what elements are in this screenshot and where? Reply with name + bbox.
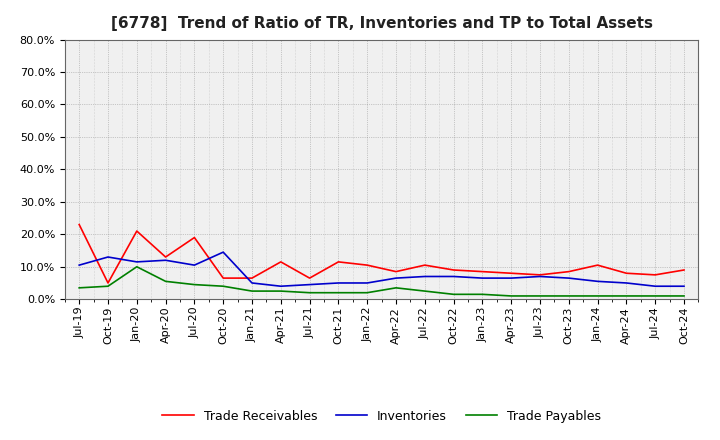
Trade Payables (449, 292, 458, 297)
Trade Receivables (507, 271, 516, 276)
Trade Payables (248, 289, 256, 294)
Trade Payables (507, 293, 516, 299)
Inventories (622, 280, 631, 286)
Trade Receivables (219, 275, 228, 281)
Inventories (276, 284, 285, 289)
Trade Payables (219, 284, 228, 289)
Trade Payables (420, 289, 429, 294)
Trade Payables (190, 282, 199, 287)
Trade Payables (104, 284, 112, 289)
Inventories (363, 280, 372, 286)
Trade Payables (651, 293, 660, 299)
Trade Payables (334, 290, 343, 295)
Inventories (190, 263, 199, 268)
Line: Trade Receivables: Trade Receivables (79, 224, 684, 283)
Trade Receivables (536, 272, 544, 278)
Inventories (392, 275, 400, 281)
Trade Receivables (680, 268, 688, 273)
Trade Payables (276, 289, 285, 294)
Trade Payables (132, 264, 141, 269)
Trade Receivables (420, 263, 429, 268)
Trade Receivables (75, 222, 84, 227)
Line: Inventories: Inventories (79, 252, 684, 286)
Trade Receivables (190, 235, 199, 240)
Trade Receivables (622, 271, 631, 276)
Inventories (219, 249, 228, 255)
Inventories (334, 280, 343, 286)
Title: [6778]  Trend of Ratio of TR, Inventories and TP to Total Assets: [6778] Trend of Ratio of TR, Inventories… (111, 16, 652, 32)
Trade Receivables (132, 228, 141, 234)
Trade Receivables (248, 275, 256, 281)
Inventories (104, 254, 112, 260)
Inventories (564, 275, 573, 281)
Trade Payables (593, 293, 602, 299)
Inventories (248, 280, 256, 286)
Trade Payables (536, 293, 544, 299)
Inventories (478, 275, 487, 281)
Trade Payables (478, 292, 487, 297)
Inventories (161, 258, 170, 263)
Trade Receivables (564, 269, 573, 274)
Inventories (132, 259, 141, 264)
Trade Payables (305, 290, 314, 295)
Trade Payables (75, 285, 84, 290)
Inventories (449, 274, 458, 279)
Legend: Trade Receivables, Inventories, Trade Payables: Trade Receivables, Inventories, Trade Pa… (157, 405, 606, 428)
Trade Receivables (593, 263, 602, 268)
Inventories (75, 263, 84, 268)
Inventories (651, 284, 660, 289)
Trade Receivables (104, 280, 112, 286)
Trade Receivables (334, 259, 343, 264)
Trade Receivables (392, 269, 400, 274)
Trade Payables (392, 285, 400, 290)
Trade Receivables (651, 272, 660, 278)
Trade Receivables (478, 269, 487, 274)
Trade Receivables (363, 263, 372, 268)
Trade Payables (680, 293, 688, 299)
Inventories (420, 274, 429, 279)
Inventories (593, 279, 602, 284)
Trade Payables (622, 293, 631, 299)
Trade Receivables (449, 268, 458, 273)
Inventories (680, 284, 688, 289)
Line: Trade Payables: Trade Payables (79, 267, 684, 296)
Inventories (536, 274, 544, 279)
Trade Receivables (161, 254, 170, 260)
Trade Payables (564, 293, 573, 299)
Inventories (305, 282, 314, 287)
Inventories (507, 275, 516, 281)
Trade Payables (161, 279, 170, 284)
Trade Payables (363, 290, 372, 295)
Trade Receivables (276, 259, 285, 264)
Trade Receivables (305, 275, 314, 281)
